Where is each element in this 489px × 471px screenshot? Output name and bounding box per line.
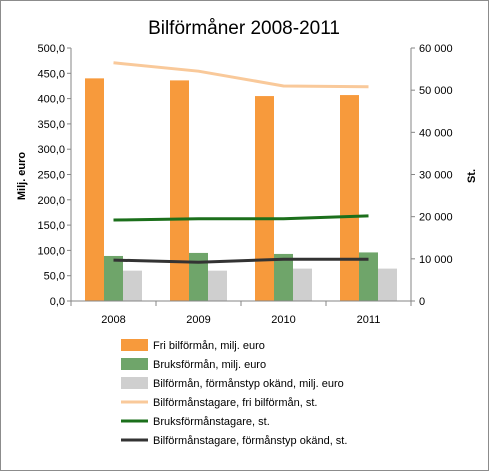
x-tick-label: 2010 [271,314,295,326]
legend-label: Bruksförmån, milj. euro [153,359,266,371]
legend-label: Bilförmånstagare, fri bilförmån, st. [153,397,317,409]
bar-1-2009 [189,252,208,301]
bar-0-2011 [340,95,359,301]
y-left-tick-label: 100,0 [37,245,65,257]
bar-2-2010 [293,268,312,301]
y-left-tick-label: 0,0 [50,296,65,308]
legend-swatch-bar [121,358,148,370]
bar-0-2008 [85,78,104,301]
y-right-tick-label: 30 000 [419,170,453,182]
y-left-tick-label: 450,0 [37,68,65,80]
legend-label: Fri bilförmån, milj. euro [153,340,265,352]
y-left-tick-label: 50,0 [44,271,65,283]
chart-title: Bilförmåner 2008-2011 [148,18,340,39]
bar-2-2008 [123,270,142,301]
x-tick-label: 2008 [101,314,125,326]
bar-1-2010 [274,253,293,301]
y-left-tick-label: 400,0 [37,94,65,106]
y-left-tick-label: 200,0 [37,195,65,207]
y-left-tick-label: 250,0 [37,170,65,182]
y-left-tick-label: 350,0 [37,119,65,131]
legend-label: Bruksförmånstagare, st. [153,416,270,428]
line-series-2 [113,257,369,264]
legend-swatch-bar [121,339,148,351]
bar-1-2008 [104,255,123,301]
y-axis-left-title: Milj. euro [16,152,28,201]
x-tick-label: 2009 [186,314,210,326]
legend-swatch-bar [121,377,148,389]
x-tick-label: 2011 [357,314,381,326]
legend-label: Bilförmån, förmånstyp okänd, milj. euro [153,378,344,390]
legend: Fri bilförmån, milj. euro Bruksförmån, mi… [121,339,347,447]
bar-2-2011 [378,268,397,301]
y-right-tick-label: 60 000 [419,43,453,55]
plot-area: 0,0 50,0 100,0 150,0 200,0 250,0 300,0 350,0 400… [37,43,452,326]
y-right-tick-label: 10 000 [419,254,453,266]
line-series-0 [113,61,369,89]
y-right-tick-label: 20 000 [419,212,453,224]
y-axis-right-title: St. [466,169,478,183]
bar-0-2009 [170,80,189,301]
bar-0-2010 [255,96,274,301]
y-right-tick-label: 0 [419,296,425,308]
y-left-tick-label: 150,0 [37,220,65,232]
line-series-1 [113,214,369,222]
bar-2-2009 [208,270,227,301]
legend-label: Bilförmånstagare, förmånstyp okänd, st. [153,435,347,447]
y-right-tick-label: 40 000 [419,127,453,139]
y-right-tick-label: 50 000 [419,85,453,97]
y-left-tick-label: 300,0 [37,144,65,156]
y-left-tick-label: 500,0 [37,43,65,55]
bar-1-2011 [359,252,378,301]
